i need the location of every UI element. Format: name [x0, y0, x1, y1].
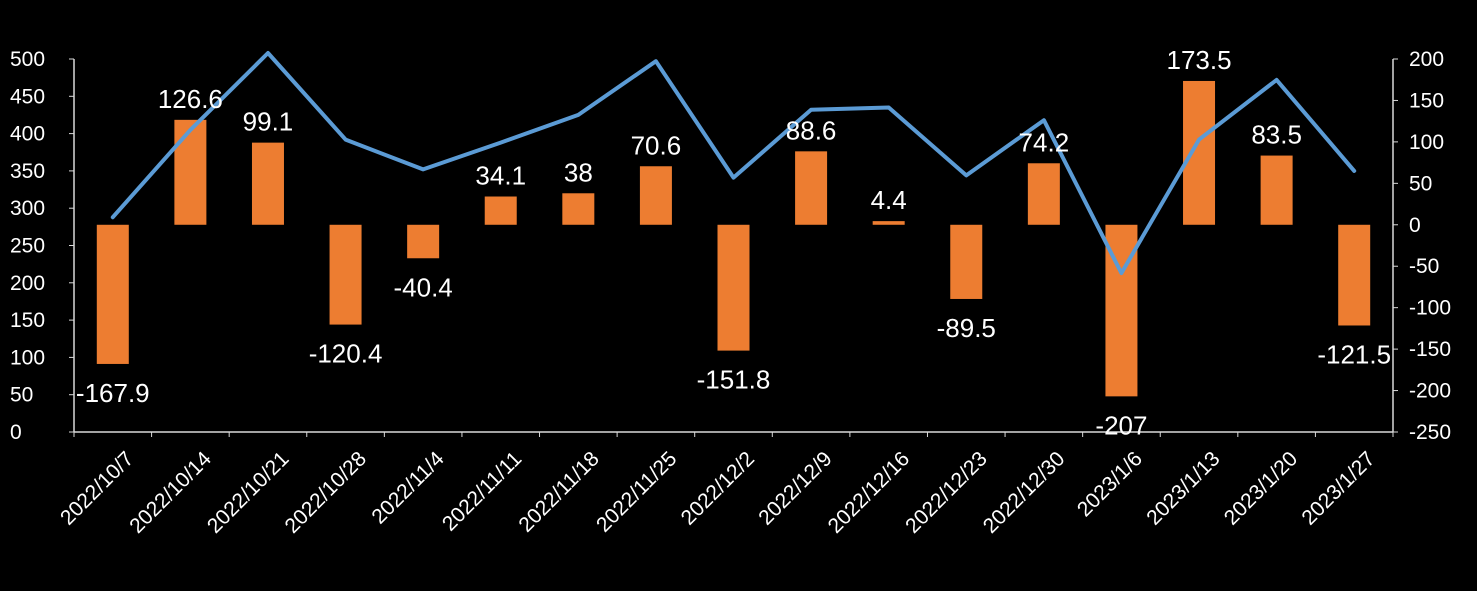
data-label: 83.5 [1251, 120, 1302, 150]
bar [1260, 155, 1293, 225]
bar [484, 196, 517, 225]
data-label: -120.4 [309, 339, 383, 369]
right-tick-label: -150 [1409, 338, 1451, 361]
bar [639, 166, 672, 225]
right-tick-label: -100 [1409, 297, 1451, 320]
data-label: -167.9 [76, 378, 150, 408]
data-label: 173.5 [1166, 45, 1231, 75]
left-tick-label: 400 [10, 123, 45, 146]
bar [1183, 80, 1216, 225]
right-tick-label: -200 [1409, 380, 1451, 403]
bar-series [96, 80, 1371, 397]
left-tick-label: 250 [10, 235, 45, 258]
bar [950, 224, 983, 299]
right-tick-label: 100 [1409, 131, 1444, 154]
left-tick-label: 300 [10, 197, 45, 220]
data-label: 88.6 [786, 115, 837, 145]
data-label: -207 [1095, 410, 1147, 440]
bar [329, 224, 362, 325]
bar [407, 224, 440, 259]
left-tick-label: 500 [10, 48, 45, 71]
data-label: -151.8 [697, 365, 771, 395]
left-tick-label: 200 [10, 272, 45, 295]
data-label: 70.6 [631, 130, 682, 160]
data-label: -121.5 [1317, 339, 1391, 369]
bar [1338, 224, 1371, 326]
data-label: 99.1 [243, 107, 294, 137]
data-label: -40.4 [394, 272, 453, 302]
data-label: 34.1 [475, 161, 526, 191]
right-tick-label: -250 [1409, 421, 1451, 444]
data-label: -89.5 [937, 313, 996, 343]
left-tick-label: 100 [10, 346, 45, 369]
bar [1027, 163, 1060, 225]
right-tick-label: 200 [1409, 48, 1444, 71]
line-path [110, 51, 1357, 276]
left-tick-label: 150 [10, 309, 45, 332]
data-labels: -167.9 126.6 99.1 -120.4 -40.4 34.1 38 70.6 -151… [76, 45, 1391, 440]
line-series [110, 51, 1357, 276]
left-tick-label: 50 [10, 384, 33, 407]
data-label: 38 [564, 157, 593, 187]
bar [562, 193, 595, 225]
bar [174, 119, 207, 225]
bar [251, 142, 284, 225]
bar [795, 151, 828, 225]
right-tick-label: 150 [1409, 89, 1444, 112]
right-tick-label: 50 [1409, 172, 1432, 195]
bar [872, 221, 905, 225]
bar [96, 224, 129, 364]
left-tick-label: 0 [10, 421, 22, 444]
left-tick-label: 350 [10, 160, 45, 183]
right-tick-label: 0 [1409, 214, 1421, 237]
right-tick-label: -50 [1409, 255, 1439, 278]
bar [717, 224, 750, 351]
data-label: 74.2 [1019, 127, 1070, 157]
data-label: 4.4 [871, 185, 907, 215]
left-tick-label: 450 [10, 85, 45, 108]
data-label: 126.6 [158, 84, 223, 114]
